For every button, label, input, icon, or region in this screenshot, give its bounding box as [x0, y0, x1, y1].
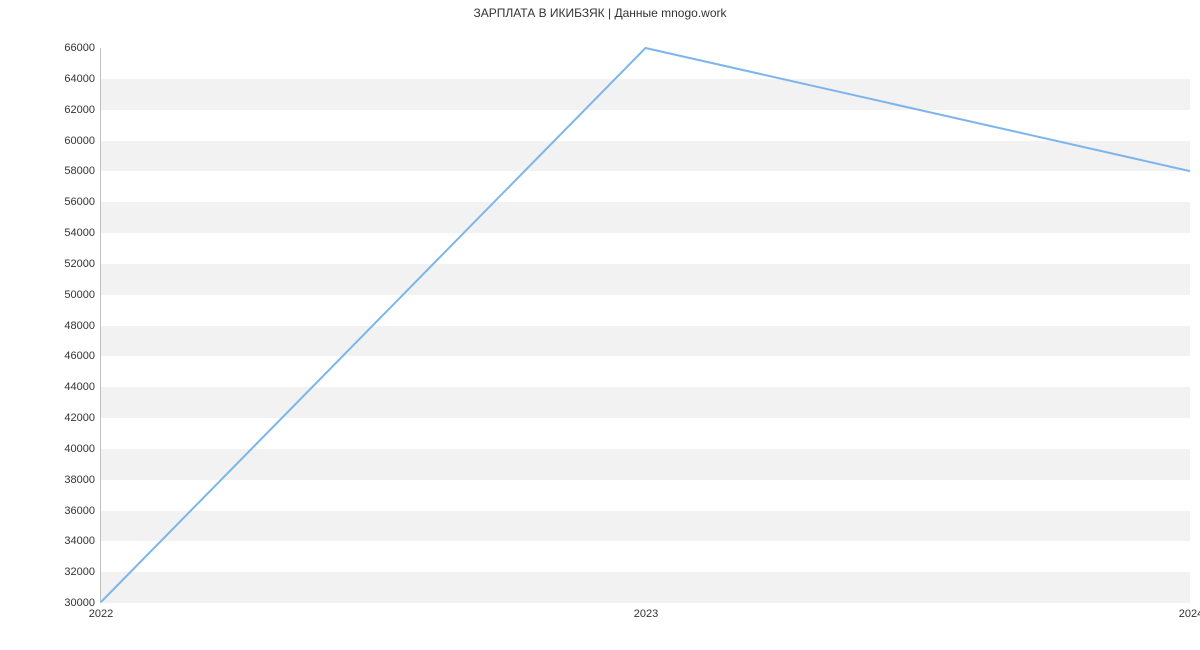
chart-container: ЗАРПЛАТА В ИКИБЗЯК | Данные mnogo.work 3… — [0, 0, 1200, 650]
y-tick-label: 62000 — [64, 104, 101, 116]
y-tick-label: 66000 — [64, 42, 101, 54]
plot-area: 3000032000340003600038000400004200044000… — [100, 48, 1190, 603]
y-tick-label: 34000 — [64, 535, 101, 547]
y-tick-label: 48000 — [64, 320, 101, 332]
y-tick-label: 64000 — [64, 73, 101, 85]
y-tick-label: 40000 — [64, 443, 101, 455]
x-tick-label: 2023 — [634, 602, 658, 620]
y-tick-label: 60000 — [64, 135, 101, 147]
y-tick-label: 42000 — [64, 412, 101, 424]
chart-title: ЗАРПЛАТА В ИКИБЗЯК | Данные mnogo.work — [0, 6, 1200, 20]
y-tick-label: 36000 — [64, 505, 101, 517]
y-tick-label: 56000 — [64, 196, 101, 208]
y-tick-label: 32000 — [64, 566, 101, 578]
x-tick-label: 2022 — [89, 602, 113, 620]
y-tick-label: 38000 — [64, 474, 101, 486]
y-tick-label: 46000 — [64, 350, 101, 362]
y-tick-label: 44000 — [64, 381, 101, 393]
y-tick-label: 58000 — [64, 165, 101, 177]
line-layer — [101, 48, 1190, 602]
y-tick-label: 52000 — [64, 258, 101, 270]
y-tick-label: 50000 — [64, 289, 101, 301]
y-tick-label: 54000 — [64, 227, 101, 239]
series-line — [101, 48, 1190, 602]
x-tick-label: 2024 — [1179, 602, 1200, 620]
